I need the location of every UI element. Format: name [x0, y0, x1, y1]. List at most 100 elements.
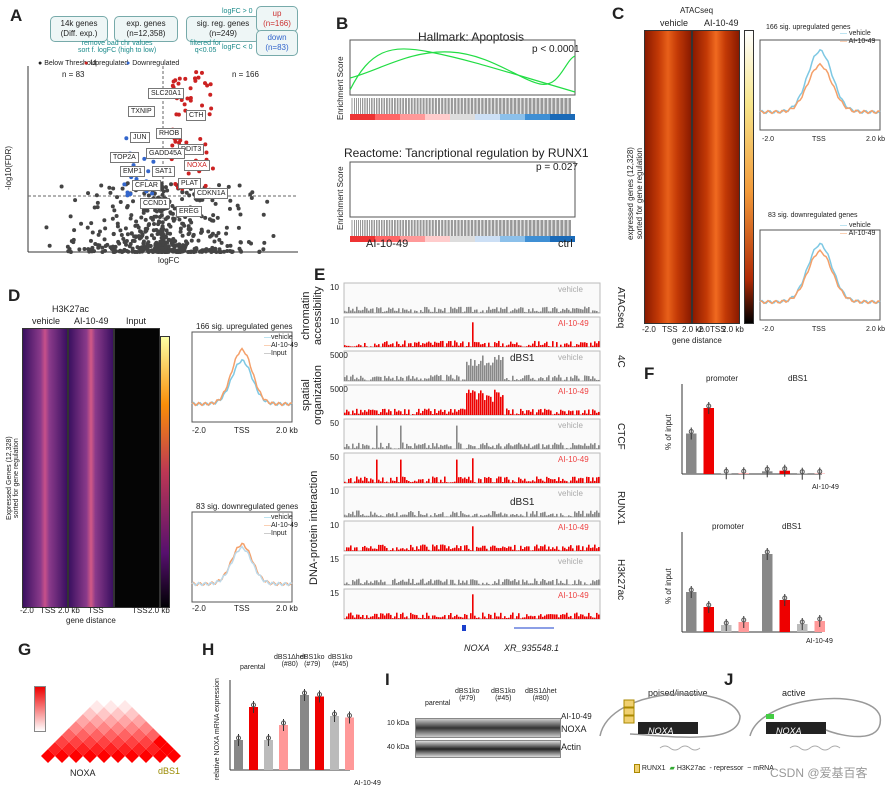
rank-bar [500, 114, 525, 120]
dot-nonsig [118, 199, 123, 204]
signal-bar [564, 583, 566, 585]
signal-bar [486, 395, 488, 415]
signal-bar [490, 346, 492, 347]
dot-nonsig [128, 241, 133, 246]
signal-bar [584, 582, 586, 585]
panel-e: E 50kb chromatin accessibility spatial o… [300, 265, 640, 660]
signal-bar [522, 411, 524, 415]
signal-bar [416, 516, 418, 517]
signal-bar [504, 616, 506, 619]
signal-bar [380, 442, 382, 449]
signal-bar [346, 409, 348, 415]
dot-up [184, 140, 189, 145]
signal-bar [498, 355, 500, 381]
replicate-dot [251, 702, 256, 708]
signal-bar [352, 550, 354, 551]
signal-bar [352, 580, 354, 585]
signal-bar [394, 408, 396, 415]
signal-bar [496, 514, 498, 517]
noxa-box [766, 722, 826, 734]
signal-bar [538, 341, 540, 347]
hit-ticks [351, 220, 571, 236]
signal-bar [400, 376, 402, 381]
dot-nonsig [138, 229, 143, 234]
signal-bar [472, 390, 474, 415]
heatmap-xlabel: gene distance [66, 616, 116, 625]
signal-bar [540, 581, 542, 585]
signal-bar [386, 514, 388, 517]
signal-bar [594, 581, 596, 585]
dot-nonsig [203, 215, 208, 220]
signal-bar [512, 446, 514, 449]
signal-bar [390, 411, 392, 415]
signal-bar [472, 526, 474, 551]
signal-bar [372, 548, 374, 551]
signal-bar [462, 379, 464, 381]
signal-bar [534, 578, 536, 585]
es-frame [349, 39, 576, 96]
dot-nonsig [246, 240, 251, 245]
dot-nonsig [163, 185, 168, 190]
signal-bar [584, 516, 586, 517]
i-ai: AI-10-49 [561, 712, 592, 721]
signal-bar [422, 578, 424, 585]
signal-bar [384, 482, 386, 483]
h-group-3: dBS1ko (#79) [300, 654, 325, 668]
replicate-dot [741, 617, 747, 623]
signal-bar [594, 617, 596, 619]
signal-bar [396, 411, 398, 415]
dot-nonsig [171, 216, 176, 221]
signal-bar [598, 341, 600, 347]
dot-nonsig [108, 190, 113, 195]
signal-bar [558, 477, 560, 483]
signal-bar [352, 410, 354, 415]
signal-bar [490, 515, 492, 517]
signal-bar [372, 583, 374, 585]
signal-bar [418, 479, 420, 483]
rank-bar [350, 236, 375, 242]
signal-bar [410, 446, 412, 449]
signal-bar [596, 580, 598, 585]
dot-down [122, 182, 127, 187]
signal-bar [480, 547, 482, 551]
signal-bar [428, 478, 430, 483]
signal-bar [556, 308, 558, 313]
signal-bar [598, 445, 600, 449]
signal-bar [346, 515, 348, 517]
signal-bar [488, 613, 490, 619]
dot-nonsig [119, 232, 124, 237]
signal-bar [452, 579, 454, 585]
track-max: 15 [330, 589, 339, 598]
signal-bar [350, 346, 352, 347]
heatmap-ai [692, 30, 740, 324]
signal-bar [460, 616, 462, 619]
signal-bar [538, 516, 540, 517]
legend-below: ● Below Threshold [38, 60, 97, 67]
dot-up [199, 70, 204, 75]
signal-bar [468, 365, 470, 381]
signal-bar [388, 376, 390, 381]
signal-bar [496, 547, 498, 551]
signal-bar [486, 582, 488, 585]
signal-bar [440, 479, 442, 483]
signal-bar [500, 360, 502, 381]
rank-bar [550, 236, 575, 242]
signal-bar [556, 546, 558, 551]
signal-bar [530, 345, 532, 347]
signal-bar [472, 458, 474, 483]
signal-bar [442, 445, 444, 449]
signal-bar [456, 425, 458, 449]
dot-nonsig [180, 233, 185, 238]
signal-bar [508, 546, 510, 551]
signal-bar [574, 375, 576, 381]
signal-bar [518, 380, 520, 381]
signal-bar [502, 309, 504, 313]
bar [762, 554, 773, 632]
signal-bar [458, 409, 460, 415]
signal-bar [546, 476, 548, 483]
signal-bar [422, 343, 424, 347]
signal-bar [366, 380, 368, 381]
signal-bar [462, 617, 464, 619]
noxa-gene [462, 625, 466, 631]
signal-bar [388, 307, 390, 313]
